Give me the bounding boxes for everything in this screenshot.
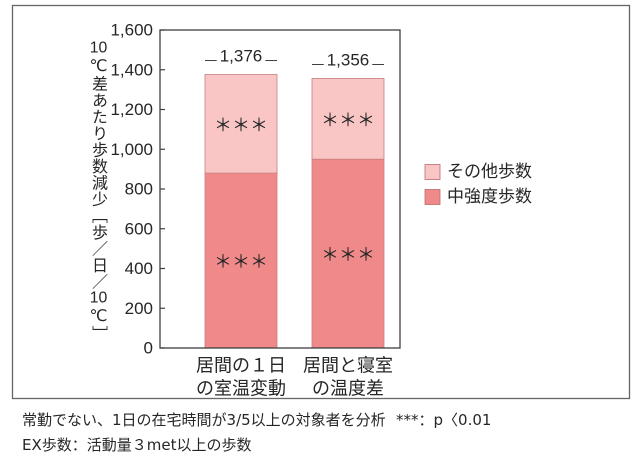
y-tick-label: 1,400 — [110, 60, 153, 79]
category-label: の室温変動 — [196, 379, 286, 400]
footnote-definition: EX歩数：活動量３met以上の歩数 — [22, 436, 252, 454]
significance-marker: ＊＊＊ — [214, 115, 268, 136]
y-tick-label: 400 — [125, 259, 153, 278]
significance-marker: ＊＊＊ — [214, 252, 268, 273]
category-label: 居間と寝室 — [303, 356, 393, 377]
total-value-label: 1,356 — [327, 50, 370, 69]
figure-frame — [11, 4, 631, 400]
y-tick-label: 0 — [144, 339, 153, 358]
y-axis-label: 10℃差あたり歩数減少［歩／日／10℃］ — [89, 40, 108, 342]
significance-marker: ＊＊＊ — [321, 110, 375, 131]
legend-swatch — [424, 164, 441, 180]
y-axis-ticks: 0 200 400 600 800 1,000 1,200 1,400 1,600 — [110, 21, 165, 358]
category-label: 居間の１日 — [196, 356, 286, 377]
y-tick-label: 1,600 — [110, 21, 153, 40]
footnote-sample: 常勤でない、1日の在宅時間が3/5以上の対象者を分析 — [22, 411, 386, 429]
y-tick-label: 1,200 — [110, 100, 153, 119]
y-tick-label: 800 — [125, 180, 153, 199]
legend-label: その他歩数 — [447, 162, 532, 182]
legend-swatch — [424, 189, 441, 205]
y-tick-label: 200 — [125, 299, 153, 318]
category-label: の温度差 — [312, 379, 384, 400]
total-value-label: 1,376 — [220, 47, 263, 66]
significance-marker: ＊＊＊ — [321, 245, 375, 266]
bars-group — [204, 74, 385, 349]
y-tick-label: 600 — [125, 219, 153, 238]
bar-segment — [311, 78, 385, 160]
legend-label: 中強度歩数 — [447, 187, 532, 207]
footnote-significance: ***：p〈0.01 — [396, 411, 492, 429]
bar-segment — [204, 74, 278, 174]
y-axis-label-digits: 10 — [89, 290, 108, 306]
y-tick-label: 1,000 — [110, 140, 153, 159]
y-axis-label-digits: 10 — [89, 40, 108, 56]
